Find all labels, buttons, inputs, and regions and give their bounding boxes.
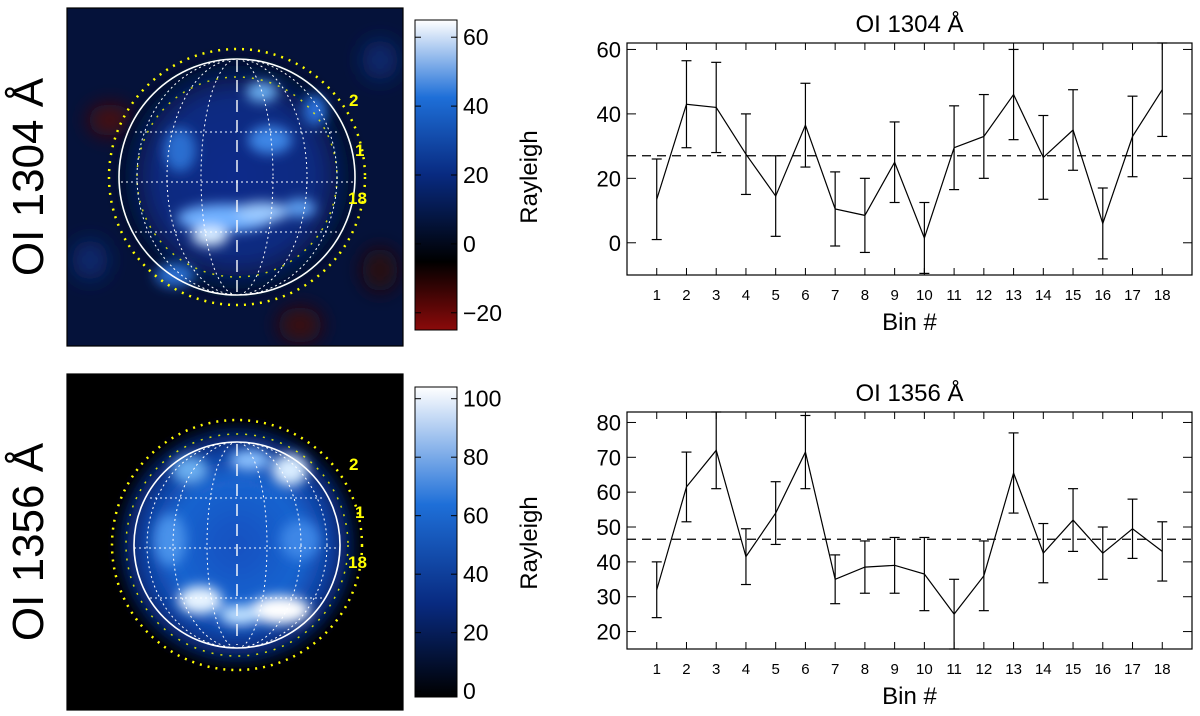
- x-tick-label: 9: [890, 661, 898, 678]
- x-tick-label: 1: [653, 661, 661, 678]
- y-tick-label: 60: [597, 480, 621, 505]
- colorbar-tick-label: −20: [463, 300, 502, 326]
- image-frame-1356: [66, 373, 404, 711]
- y-tick-label: 0: [609, 231, 621, 256]
- y-tick-label: 40: [597, 102, 621, 127]
- x-tick-label: 18: [1154, 661, 1171, 678]
- bin-marker-1-1356: 1: [355, 503, 364, 522]
- x-tick-label: 1: [653, 287, 661, 304]
- bin-marker-2-1304: 2: [349, 91, 358, 110]
- colorbar-tick-label: 0: [463, 231, 476, 257]
- x-tick-label: 2: [682, 287, 690, 304]
- bin-marker-18-1304: 18: [348, 189, 367, 208]
- x-tick-label: 9: [890, 287, 898, 304]
- y-tick-label: 30: [597, 585, 621, 610]
- series-line: [656, 89, 1163, 240]
- x-tick-label: 11: [946, 661, 962, 678]
- y-tick-label: 80: [597, 410, 621, 435]
- colorbar-label-1304: Rayleigh: [516, 130, 543, 223]
- x-tick-label: 16: [1094, 287, 1111, 304]
- x-tick-label: 6: [801, 661, 809, 678]
- x-tick-label: 3: [712, 661, 720, 678]
- image-panel-1356: [67, 374, 403, 710]
- x-tick-label: 12: [975, 661, 992, 678]
- colorbar-tick-label: 100: [463, 386, 501, 412]
- y-tick-label: 70: [597, 445, 621, 470]
- bin-marker-18-1356: 18: [348, 553, 367, 572]
- x-tick-label: 14: [1035, 287, 1052, 304]
- y-tick-label: 40: [597, 550, 621, 575]
- colorbar-tick-label: 60: [463, 503, 489, 529]
- y-tick-label: 60: [597, 37, 621, 62]
- x-tick-label: 7: [831, 287, 839, 304]
- bin-marker-2-1356: 2: [349, 455, 358, 474]
- series-line: [656, 449, 1163, 616]
- colorbar-1304: [414, 19, 458, 331]
- disk-overlay-1356: 2 1 18: [110, 418, 367, 672]
- x-tick-label: 6: [801, 287, 809, 304]
- x-tick-label: 3: [712, 287, 720, 304]
- x-tick-label: 4: [742, 287, 750, 304]
- colorbar-tick-label: 40: [463, 561, 489, 587]
- x-tick-label: 7: [831, 661, 839, 678]
- disk-overlay-1304: 2 1 18: [107, 47, 367, 307]
- y-tick-label: 20: [597, 620, 621, 645]
- x-tick-label: 13: [1005, 287, 1022, 304]
- x-tick-label: 15: [1065, 661, 1082, 678]
- colorbar-tick-label: 40: [463, 93, 489, 119]
- x-tick-label: 11: [946, 287, 962, 304]
- x-tick-label: 5: [772, 661, 780, 678]
- colorbar-tick-label: 20: [463, 162, 489, 188]
- x-tick-label: 8: [861, 661, 869, 678]
- colorbar-tick-label: 0: [463, 678, 476, 704]
- colorbar-ticks-1356: 100 80 60 40 20 0: [415, 386, 501, 704]
- x-axis-label-1356: Bin #: [882, 683, 937, 710]
- colorbar-label-1356: Rayleigh: [516, 496, 543, 589]
- chart-title-1304: OI 1304 Å: [855, 10, 963, 38]
- colorbar-ticks-1304: 60 40 20 0 −20: [415, 24, 502, 326]
- image-frame-1304: [66, 7, 404, 347]
- x-tick-label: 10: [916, 287, 933, 304]
- x-axis-label-1304: Bin #: [882, 309, 937, 336]
- colorbar-1356: [414, 386, 458, 698]
- x-tick-label: 14: [1035, 661, 1052, 678]
- row-label-1356: OI 1356 Å: [4, 442, 53, 641]
- y-tick-label: 20: [597, 166, 621, 191]
- chart-title-1356: OI 1356 Å: [855, 379, 963, 407]
- y-tick-label: 50: [597, 515, 621, 540]
- x-tick-label: 2: [682, 661, 690, 678]
- x-tick-label: 16: [1094, 661, 1111, 678]
- x-tick-label: 8: [861, 287, 869, 304]
- x-tick-label: 17: [1124, 287, 1141, 304]
- bin-marker-1-1304: 1: [355, 141, 364, 160]
- x-tick-label: 13: [1005, 661, 1022, 678]
- x-tick-label: 17: [1124, 661, 1141, 678]
- colorbar-tick-label: 20: [463, 620, 489, 646]
- plot-frame: [626, 42, 1193, 276]
- colorbar-tick-label: 60: [463, 24, 489, 50]
- x-tick-label: 12: [975, 287, 992, 304]
- x-tick-label: 15: [1065, 287, 1082, 304]
- row-label-1304: OI 1304 Å: [4, 77, 53, 276]
- colorbar-tick-label: 80: [463, 444, 489, 470]
- x-tick-label: 4: [742, 661, 750, 678]
- x-tick-label: 5: [772, 287, 780, 304]
- x-tick-label: 10: [916, 661, 933, 678]
- x-tick-label: 18: [1154, 287, 1171, 304]
- plot-frame: [626, 411, 1193, 650]
